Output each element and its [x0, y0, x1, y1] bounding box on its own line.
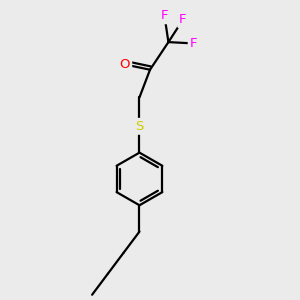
Text: S: S: [135, 120, 144, 133]
Text: F: F: [179, 13, 187, 26]
Text: F: F: [190, 37, 197, 50]
Text: O: O: [120, 58, 130, 71]
Text: F: F: [161, 9, 168, 22]
